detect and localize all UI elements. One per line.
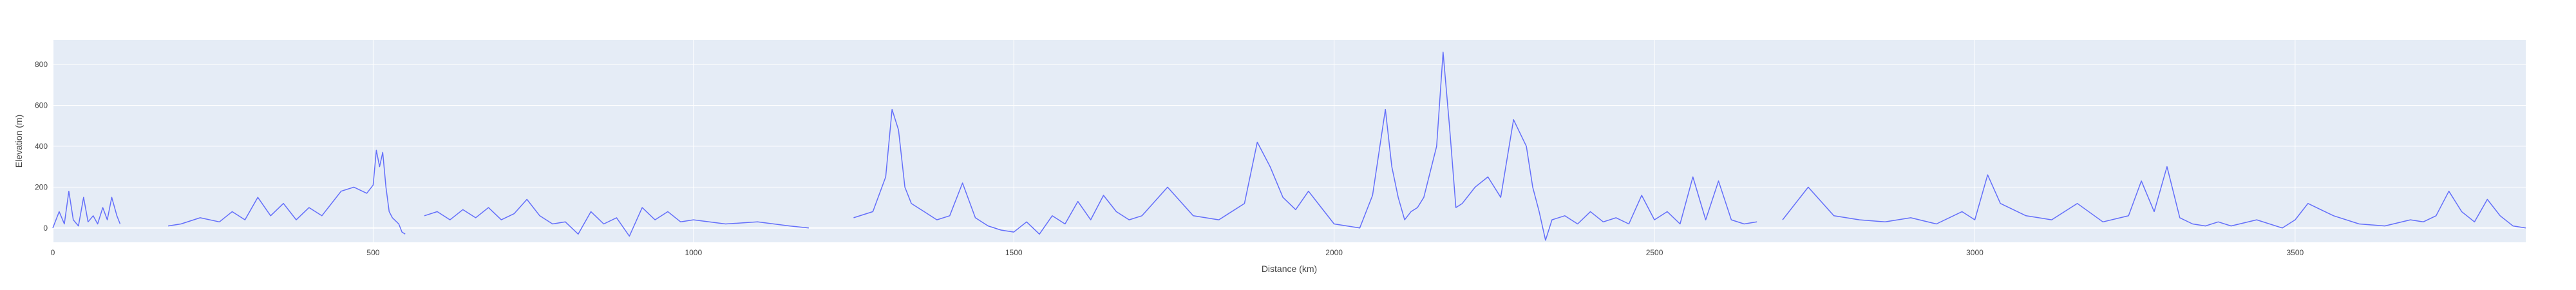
- x-axis-title: Distance (km): [1262, 264, 1317, 274]
- x-tick-label: 0: [51, 248, 55, 257]
- gridlines: [52, 40, 2526, 242]
- x-tick-labels: 0 500 1000 1500 2000 2500 3000 3500: [51, 248, 2304, 257]
- y-tick-label: 0: [43, 224, 48, 233]
- y-tick-labels: 0 200 400 600 800: [35, 60, 48, 233]
- y-tick-label: 200: [35, 182, 48, 191]
- elevation-line-segment: [1782, 166, 2526, 229]
- x-tick-label: 1000: [685, 248, 702, 257]
- y-tick-label: 400: [35, 142, 48, 151]
- y-tick-label: 600: [35, 101, 48, 110]
- elevation-line-segment: [853, 52, 1757, 241]
- y-axis-title: Elevation (m): [14, 115, 24, 168]
- x-tick-label: 2500: [1646, 248, 1663, 257]
- x-tick-label: 2000: [1325, 248, 1343, 257]
- x-tick-label: 3500: [2287, 248, 2304, 257]
- x-tick-label: 500: [366, 248, 379, 257]
- plot-background: [53, 40, 2526, 242]
- y-tick-label: 800: [35, 60, 48, 69]
- x-tick-label: 1500: [1005, 248, 1023, 257]
- elevation-line-segment: [424, 198, 809, 237]
- x-tick-label: 3000: [1966, 248, 1984, 257]
- series-line: [52, 52, 2526, 241]
- elevation-line-segment: [167, 150, 406, 235]
- elevation-line-segment: [52, 190, 121, 229]
